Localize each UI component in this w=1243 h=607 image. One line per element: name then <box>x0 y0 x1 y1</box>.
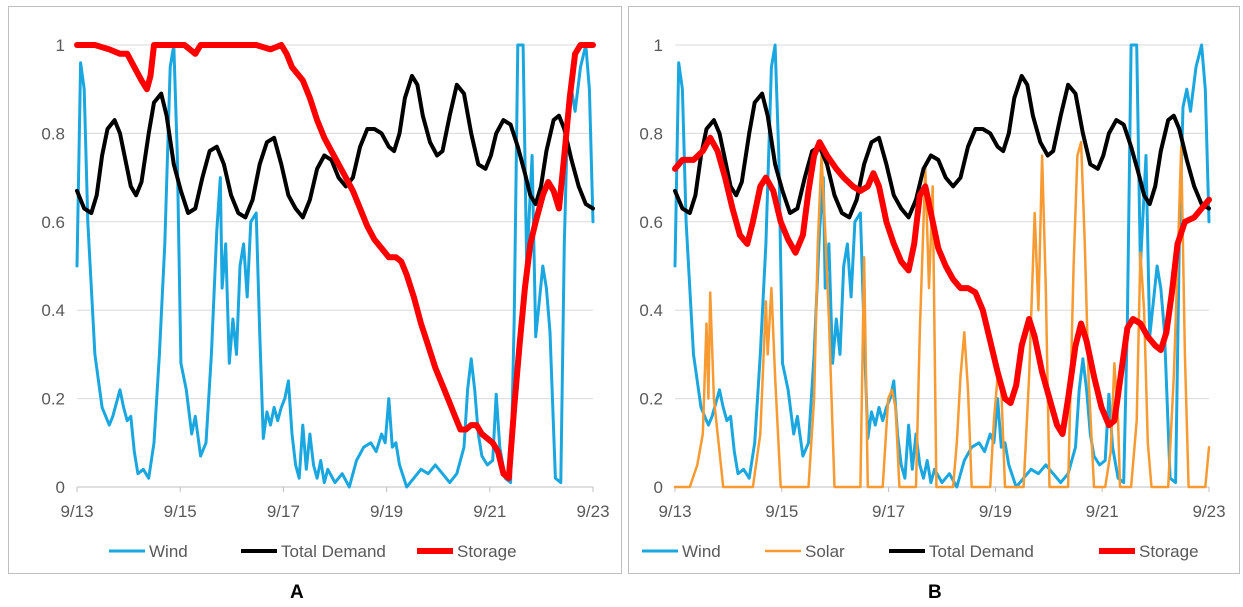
legend-label: Storage <box>1139 542 1199 561</box>
legend-label: Total Demand <box>929 542 1034 561</box>
x-tick-label: 9/23 <box>576 502 609 521</box>
x-tick-label: 9/19 <box>979 502 1012 521</box>
legend-label: Solar <box>805 542 845 561</box>
series-line-wind <box>673 43 1211 489</box>
x-tick-label: 9/19 <box>370 502 403 521</box>
x-tick-label: 9/21 <box>473 502 506 521</box>
chart-panel-b: 0 0.2 0.4 0.6 0.8 1 9/13 9/15 9/17 9/19 9/21 9/23 Wi… <box>628 6 1240 574</box>
x-tick-label: 9/17 <box>872 502 905 521</box>
x-tick-label: 9/13 <box>60 502 93 521</box>
y-tick-label: 0 <box>56 478 65 497</box>
y-tick-label: 0.4 <box>41 301 65 320</box>
chart-a: 0 0.2 0.4 0.6 0.8 1 9/13 9/15 9/17 9/19 9/21 9/23 Wi… <box>41 36 609 561</box>
legend-label: Total Demand <box>281 542 386 561</box>
series-line-storage <box>672 134 1212 437</box>
x-tick-label: 9/17 <box>267 502 300 521</box>
y-tick-label: 1 <box>56 36 65 55</box>
legend-label: Wind <box>682 542 721 561</box>
y-tick-label: 0.4 <box>639 301 663 320</box>
chart-b: 0 0.2 0.4 0.6 0.8 1 9/13 9/15 9/17 9/19 9/21 9/23 Wi… <box>639 36 1225 561</box>
legend-label: Wind <box>149 542 188 561</box>
legend-label: Storage <box>457 542 517 561</box>
x-tick-label: 9/21 <box>1086 502 1119 521</box>
y-tick-label: 0.8 <box>639 124 663 143</box>
series-line-storage <box>74 42 596 482</box>
panel-label-b: B <box>928 582 942 603</box>
y-tick-label: 0.6 <box>41 213 65 232</box>
y-tick-label: 1 <box>654 36 663 55</box>
y-tick-label: 0.2 <box>41 390 65 409</box>
x-tick-label: 9/13 <box>658 502 691 521</box>
y-tick-label: 0.8 <box>41 124 65 143</box>
series-line-wind <box>75 43 595 489</box>
y-tick-label: 0.2 <box>639 390 663 409</box>
series-line-total-demand <box>673 73 1211 220</box>
y-tick-label: 0.6 <box>639 213 663 232</box>
y-tick-label: 0 <box>654 478 663 497</box>
x-tick-label: 9/15 <box>765 502 798 521</box>
x-tick-label: 9/15 <box>164 502 197 521</box>
x-tick-label: 9/23 <box>1192 502 1225 521</box>
panel-label-a: A <box>290 582 304 603</box>
chart-panel-a: 0 0.2 0.4 0.6 0.8 1 9/13 9/15 9/17 9/19 9/21 9/23 Wi… <box>8 6 622 574</box>
series-line-total-demand <box>75 73 595 220</box>
series-line-solar <box>673 140 1211 489</box>
